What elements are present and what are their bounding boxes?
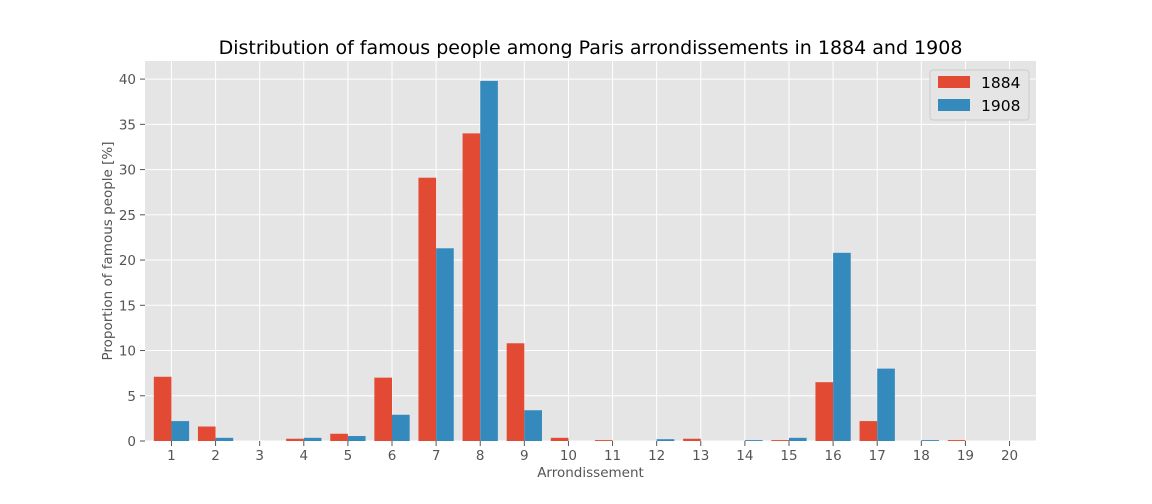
x-tick-label: 10 <box>560 448 577 464</box>
x-tick-label: 16 <box>825 448 842 464</box>
x-tick-label: 12 <box>648 448 665 464</box>
bar-1884-9 <box>506 343 525 441</box>
bar-1884-5 <box>330 433 348 441</box>
legend: 1884 1908 <box>929 69 1030 121</box>
legend-label-1884: 1884 <box>981 74 1020 92</box>
bar-1908-4 <box>303 437 322 441</box>
x-tick-label: 6 <box>388 448 397 464</box>
bar-1884-11 <box>594 440 613 441</box>
x-axis-ticks: 1 2 3 4 5 6 7 8 9 10 11 12 13 14 15 16 17 18 19 20 <box>167 441 1018 464</box>
x-tick-label: 13 <box>692 448 709 464</box>
y-tick-label: 40 <box>119 72 136 88</box>
x-tick-label: 1 <box>167 448 176 464</box>
bar-1884-4 <box>286 438 304 441</box>
x-tick-label: 19 <box>957 448 974 464</box>
y-tick-label: 10 <box>119 344 136 360</box>
bar-1884-2 <box>197 426 216 441</box>
y-axis-ticks: 0 5 10 15 20 25 30 35 40 <box>119 72 145 450</box>
x-tick-label: 4 <box>299 448 308 464</box>
legend-swatch-1908 <box>938 99 970 111</box>
bar-1908-6 <box>392 414 410 441</box>
bar-1908-18 <box>921 440 939 441</box>
chart-title: Distribution of famous people among Pari… <box>219 37 963 59</box>
bar-1908-9 <box>524 410 542 441</box>
y-tick-label: 5 <box>127 389 136 405</box>
x-tick-label: 15 <box>780 448 797 464</box>
bar-1908-7 <box>436 248 454 441</box>
x-tick-label: 17 <box>869 448 886 464</box>
bar-1884-6 <box>374 377 393 441</box>
bar-1908-8 <box>480 80 498 442</box>
bar-1884-17 <box>859 421 878 441</box>
bar-1908-17 <box>877 368 895 441</box>
y-tick-label: 20 <box>119 253 136 269</box>
x-tick-label: 2 <box>211 448 220 464</box>
x-tick-label: 14 <box>736 448 753 464</box>
bar-1884-7 <box>418 177 437 441</box>
bar-1908-1 <box>171 421 190 441</box>
y-tick-label: 25 <box>119 208 136 224</box>
bar-1908-2 <box>215 437 234 441</box>
x-axis-label: Arrondissement <box>537 465 644 481</box>
bar-1908-16 <box>833 252 851 441</box>
x-tick-label: 8 <box>476 448 485 464</box>
legend-label-1908: 1908 <box>981 97 1020 115</box>
y-tick-label: 15 <box>119 298 136 314</box>
y-tick-label: 0 <box>127 434 136 450</box>
bar-1908-14 <box>744 440 763 441</box>
bar-1884-8 <box>462 133 481 441</box>
bars <box>153 80 966 442</box>
bar-1884-15 <box>771 440 789 441</box>
x-tick-label: 20 <box>1001 448 1018 464</box>
y-tick-label: 30 <box>119 163 136 179</box>
grid <box>145 61 1036 442</box>
y-tick-label: 35 <box>119 117 136 133</box>
bar-1884-10 <box>550 437 569 441</box>
x-tick-label: 18 <box>913 448 930 464</box>
x-tick-label: 3 <box>255 448 264 464</box>
bar-1884-19 <box>947 440 966 441</box>
bar-1884-13 <box>683 438 701 441</box>
bar-1908-12 <box>656 439 675 441</box>
bar-1884-16 <box>815 382 834 441</box>
x-tick-label: 9 <box>520 448 529 464</box>
x-tick-label: 11 <box>604 448 621 464</box>
y-axis-label: Proportion of famous people [%] <box>100 142 116 361</box>
x-tick-label: 7 <box>432 448 441 464</box>
bar-1908-15 <box>788 437 807 441</box>
bar-1908-5 <box>347 436 366 441</box>
legend-swatch-1884 <box>938 76 970 88</box>
plot-area <box>145 61 1036 441</box>
bar-1884-1 <box>153 376 172 441</box>
x-tick-label: 5 <box>344 448 353 464</box>
